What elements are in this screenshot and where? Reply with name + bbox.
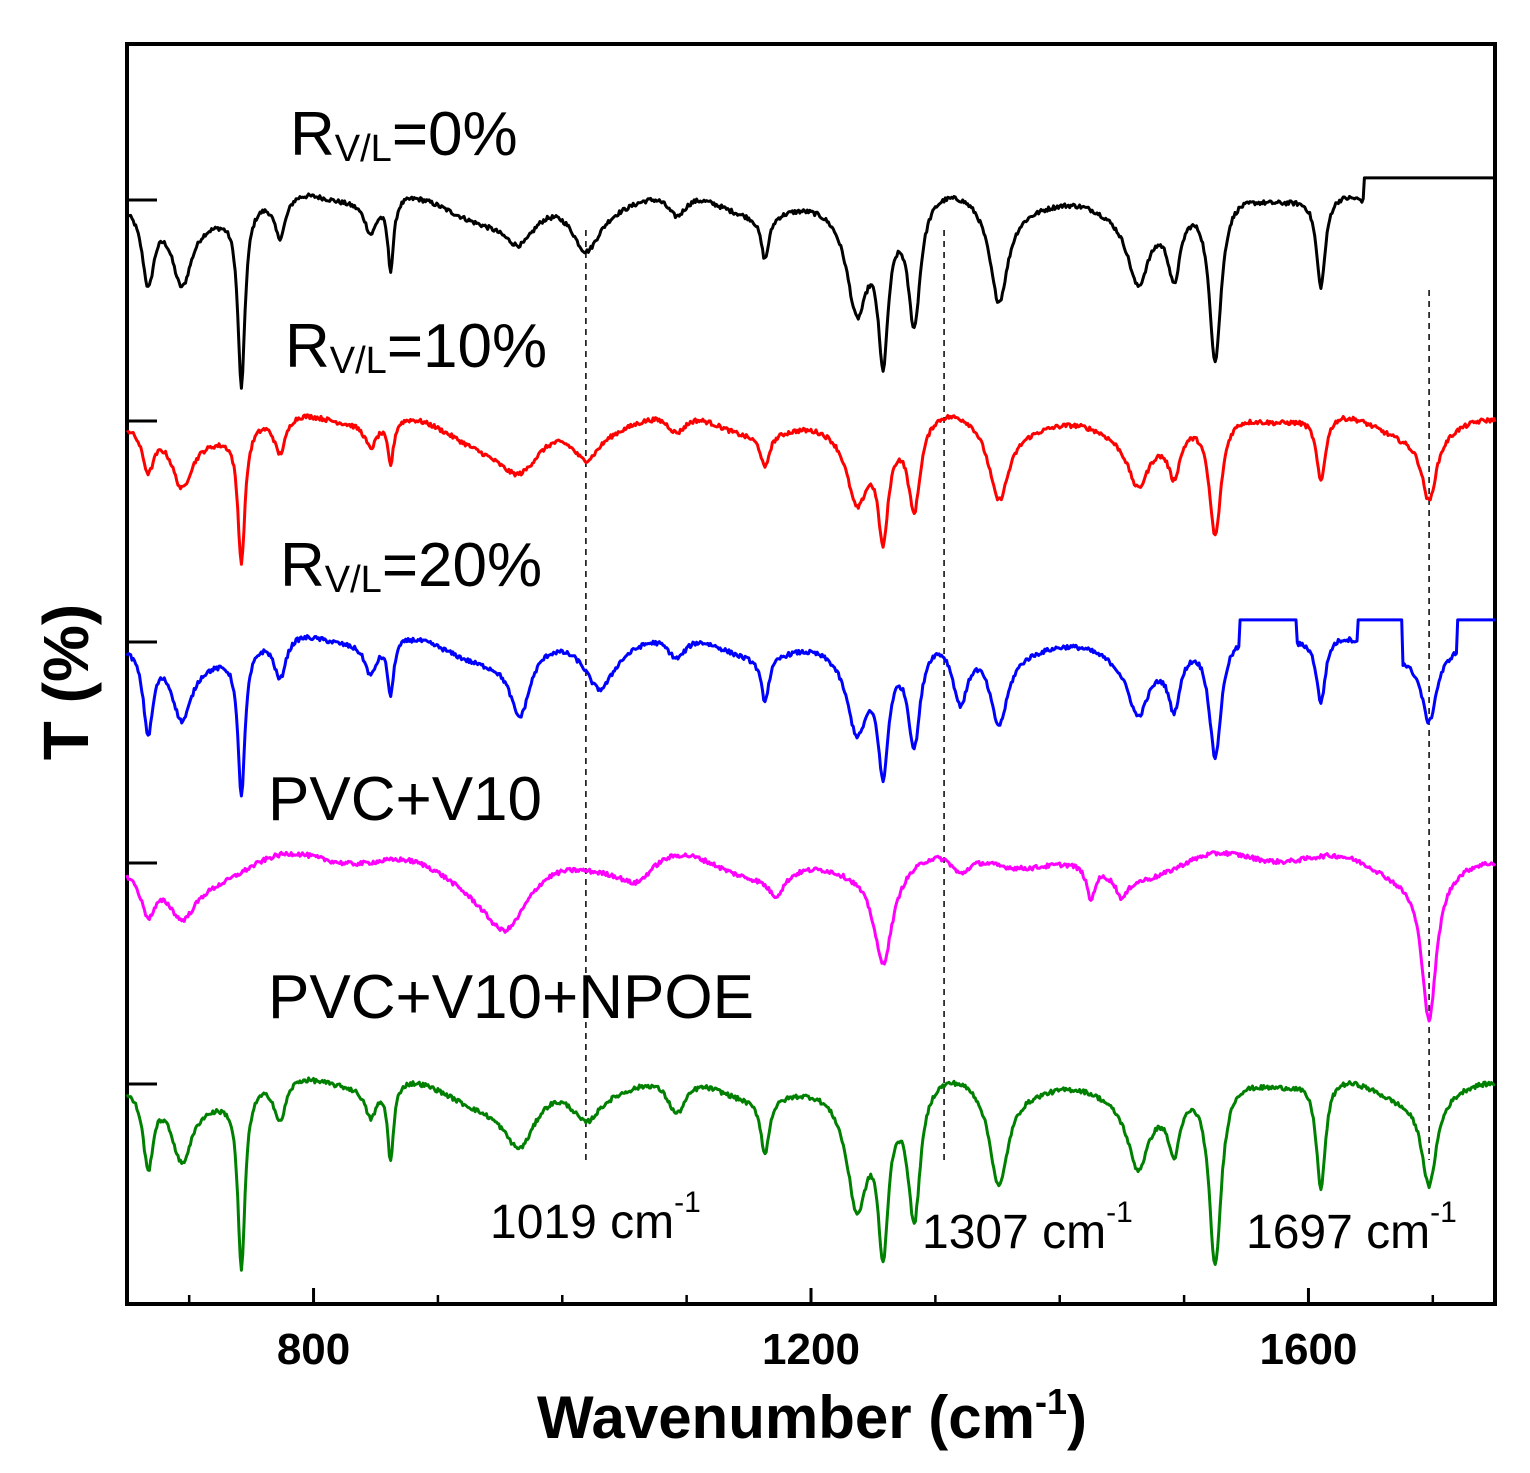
spectrum-line [125, 850, 1497, 1023]
y-ticks [127, 198, 157, 1086]
series-label: RV/L=10% [285, 312, 547, 382]
series-labels: RV/L=0% RV/L=10% RV/L=20% PVC+V10 PVC+V10+NP… [268, 100, 754, 1032]
series-label: RV/L=20% [280, 531, 542, 601]
series-label: PVC+V10+NPOE [268, 963, 754, 1032]
reference-lines [585, 230, 1430, 1160]
series-label: RV/L=0% [290, 100, 518, 170]
x-tick-label: 800 [277, 1325, 350, 1374]
spectrum-line [125, 618, 1496, 798]
spectrum-line [125, 1076, 1496, 1272]
x-tick-label: 1600 [1260, 1325, 1358, 1374]
series-label: PVC+V10 [268, 765, 542, 834]
peak-label: 1019 cm-1 [490, 1186, 701, 1249]
peak-label: 1697 cm-1 [1246, 1196, 1457, 1259]
spectra [125, 176, 1497, 1272]
peak-label: 1307 cm-1 [922, 1196, 1133, 1259]
spectrum-line [125, 176, 1496, 390]
peak-labels: 1019 cm-1 1307 cm-1 1697 cm-1 [490, 1186, 1457, 1259]
y-axis-label: T (%) [30, 604, 102, 760]
x-axis-label: Wavenumber (cm-1) [537, 1381, 1087, 1451]
x-ticks: 800 1200 1600 [187, 1288, 1435, 1374]
plot-frame [125, 42, 1497, 1306]
spectrum-line [126, 413, 1497, 566]
x-tick-label: 1200 [762, 1325, 860, 1374]
